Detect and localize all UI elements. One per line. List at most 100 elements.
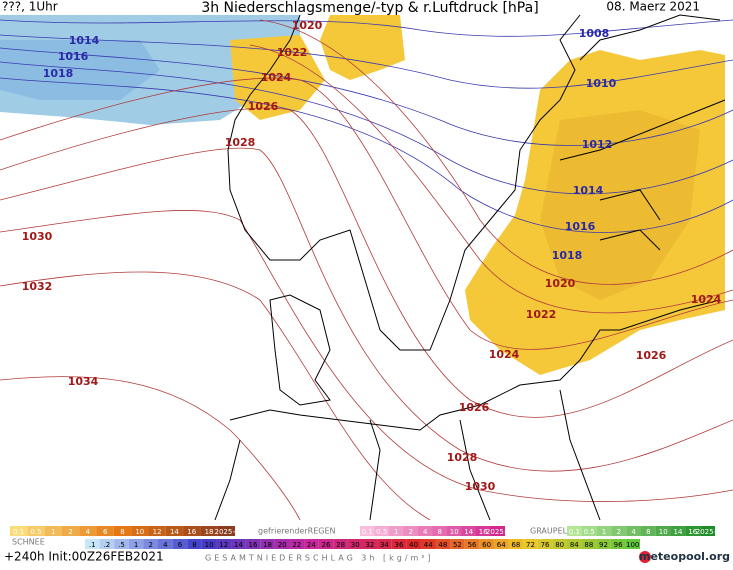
header-left: ???, 1Uhr (2, 0, 58, 14)
legend-label: 20 (278, 541, 287, 549)
legend-label: 1 (394, 528, 398, 536)
legend-label: 16 (688, 528, 697, 536)
footer-total-title: GESAMTNIEDERSCHLAG 3h [kg/m²] (205, 554, 434, 563)
legend-label: 1 (134, 541, 138, 549)
legend-swatch (113, 526, 132, 536)
isobar-label: 1022 (526, 308, 557, 321)
legend-label: 16 (187, 528, 196, 536)
legend-swatch (128, 539, 144, 549)
legend-label: 24 (307, 541, 316, 549)
legend-swatch (377, 539, 392, 549)
legend-swatch (362, 539, 378, 549)
legend-label: 2 (617, 528, 621, 536)
legend-label: 36 (395, 541, 404, 549)
legend-swatch (581, 526, 597, 536)
isobar-label: 1016 (58, 50, 89, 63)
legend-label: 0.1 (13, 528, 24, 536)
isobar (0, 19, 733, 37)
legend-label: 8 (438, 528, 442, 536)
isobar-label: 1020 (545, 277, 576, 290)
legend-swatch (27, 526, 45, 536)
isobar-label: 1022 (277, 46, 308, 59)
legend-swatch (347, 539, 363, 549)
footer-brand[interactable]: meteopool.org (639, 550, 730, 563)
legend-swatch (333, 539, 348, 549)
legend-swatch (96, 526, 114, 536)
isobar (0, 77, 733, 350)
legend-label: 2025+ (215, 528, 239, 536)
legend-label: 6 (178, 541, 183, 549)
legend-label: 14 (170, 528, 179, 536)
isobar-label: 1014 (69, 34, 100, 47)
brand-logo (639, 551, 651, 563)
coastline (269, 294, 331, 406)
legend-swatch (187, 539, 202, 549)
legend-label: 0.1 (362, 528, 373, 536)
legend-swatch (493, 539, 509, 549)
legend-swatch (318, 539, 334, 549)
legend-label: 14 (234, 541, 243, 549)
isobar-label: 1008 (579, 27, 610, 40)
legend-label: 8 (646, 528, 650, 536)
legend-label: 2025+ (696, 528, 720, 536)
freezing-title: gefrierenderREGEN (258, 527, 336, 536)
legend-swatch (685, 526, 701, 536)
legend-label: 22 (292, 541, 301, 549)
legend-label: 10 (205, 541, 214, 549)
legend-swatch (245, 539, 261, 549)
legend-swatch (567, 526, 582, 536)
legend-label: 1 (602, 528, 606, 536)
legend-swatch (99, 539, 115, 549)
legend-swatch (374, 526, 389, 536)
legend-label: 80 (555, 541, 564, 549)
legend-swatch (552, 539, 567, 549)
legend-swatch (200, 526, 218, 536)
legend-label: 34 (380, 541, 389, 549)
legend-swatch (641, 526, 656, 536)
legend-swatch (655, 526, 671, 536)
legend-label: 4 (163, 541, 168, 549)
header-date: 08. Maerz 2021 (606, 0, 700, 14)
legend-swatch (165, 526, 184, 536)
legend-label: 10 (450, 528, 459, 536)
legend-swatch (391, 539, 407, 549)
legend-swatch (611, 526, 627, 536)
precip-area (320, 15, 405, 80)
coastline (559, 14, 726, 251)
legend-swatch (216, 539, 232, 549)
legend-label: 56 (468, 541, 477, 549)
isobar (0, 47, 733, 146)
legend-label: 28 (336, 541, 345, 549)
legend-swatch (432, 526, 447, 536)
legend-swatch (201, 539, 217, 549)
legend-swatch (260, 539, 275, 549)
legend-label: 72 (526, 541, 535, 549)
isobar (0, 107, 733, 418)
legend-label: 0.1 (569, 528, 580, 536)
legend-label: 8 (192, 541, 196, 549)
legend-swatch (418, 526, 433, 536)
legend-label: 100 (626, 541, 639, 549)
graupel-title: GRAUPEL (530, 527, 568, 536)
legend-label: 26 (322, 541, 331, 549)
legend-label: 48 (438, 541, 447, 549)
isobar-label: 1014 (573, 184, 604, 197)
legend-label: 32 (365, 541, 374, 549)
legend-swatch (131, 526, 149, 536)
isobar-label: 1018 (43, 67, 74, 80)
legend-swatch (406, 539, 421, 549)
legend-swatch (403, 526, 418, 536)
isobar (0, 61, 733, 195)
legend-swatch (610, 539, 626, 549)
legend-swatch (304, 539, 319, 549)
legend-swatch (596, 526, 612, 536)
legend-swatch (566, 539, 582, 549)
isobar-label: 1030 (465, 480, 496, 493)
isobar (0, 34, 733, 89)
legend-swatch (523, 539, 538, 549)
legend-label: 2 (409, 528, 413, 536)
legend-swatch (61, 526, 80, 536)
coastline (227, 14, 581, 351)
isobar (0, 210, 733, 502)
legend-swatch (670, 526, 686, 536)
